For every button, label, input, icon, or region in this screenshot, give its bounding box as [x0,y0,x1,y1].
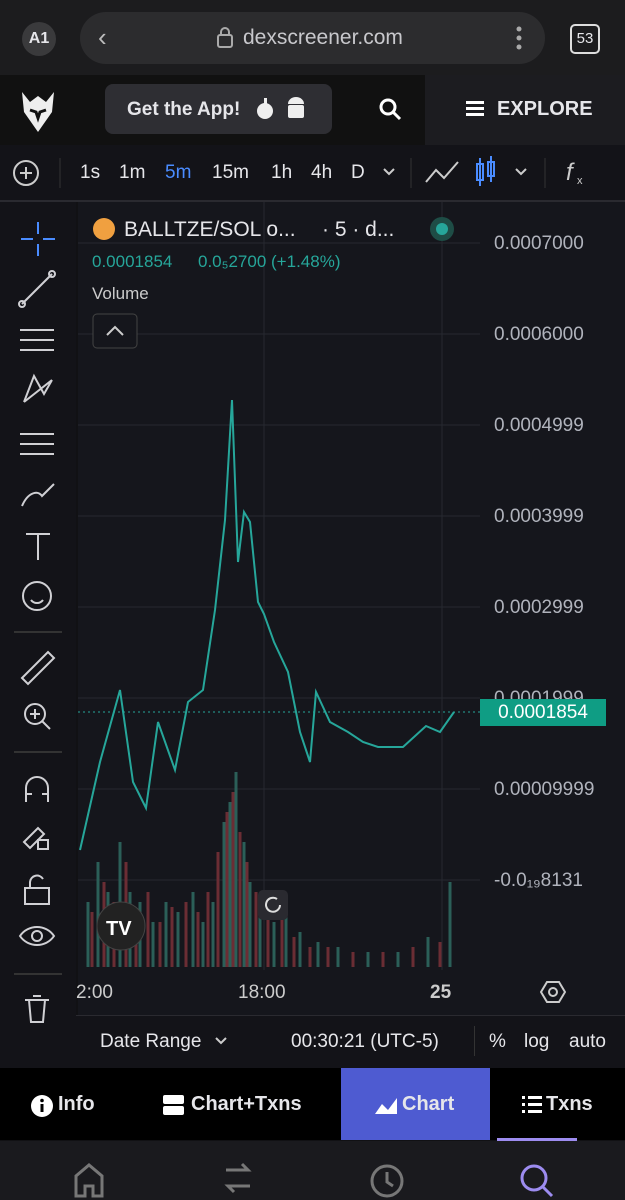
current-price-tag: 0.0001854 [480,699,606,726]
svg-text:x: x [577,175,583,187]
pair-meta: · 5 · d... [322,218,395,241]
price-tick: 0.0002999 [494,597,584,618]
timeframe[interactable]: 1s [80,162,101,183]
date-range[interactable]: Date Range [100,1031,202,1052]
tab-chart[interactable]: Chart [402,1093,455,1115]
get-app-label: Get the App! [127,99,241,120]
explore-button[interactable] [425,75,625,145]
lock-icon [217,27,233,48]
chart-graphics: TV [78,202,480,970]
price-tick: 0.0004999 [494,415,584,436]
tab-chart-txns[interactable]: Chart+Txns [191,1093,302,1115]
nav-bar [0,1141,625,1200]
logo[interactable] [18,88,58,134]
pair-name: BALLTZE/SOL o... [124,218,296,241]
price-tick: -0.0₁₉8131 [494,870,583,891]
auto-toggle[interactable]: auto [569,1031,606,1052]
price: 0.0001854 [92,252,173,271]
tool-icons [14,222,62,1023]
svg-text:f: f [566,159,575,186]
settings-icon[interactable] [540,980,566,1004]
nav-icons[interactable] [0,1156,625,1200]
store-icons [257,97,304,119]
time-tick: 25 [430,982,452,1003]
url[interactable]: dexscreener.com [243,26,403,49]
chart-pane [78,202,480,970]
percent-toggle[interactable]: % [489,1031,506,1052]
explore-label: EXPLORE [497,98,593,120]
price-change: 0.0₅2700 (+1.48%) [198,252,341,271]
chevron [215,1037,227,1045]
back[interactable]: ‹ [98,22,107,52]
tab-txns[interactable]: Txns [546,1093,593,1115]
timeframe[interactable]: 4h [311,162,333,183]
timeframe[interactable]: 1h [271,162,293,183]
timeframe-active[interactable]: 5m [165,162,192,183]
tab-count[interactable]: 53 [570,24,600,54]
tab-info[interactable]: Info [58,1093,95,1115]
url-field[interactable] [80,12,545,64]
chart-icon [375,1098,397,1114]
price-axis [480,202,625,970]
chart-txns-icon [163,1095,184,1115]
tab-indicator [497,1138,577,1141]
timeframe[interactable]: D [351,162,365,183]
info-icon [31,1095,53,1117]
price-tick: 0.0006000 [494,324,584,345]
add-indicator[interactable] [12,159,40,187]
chart-bottom-bar [76,1015,625,1069]
list-icon [522,1096,542,1113]
divider [474,1026,475,1056]
volume-label: Volume [92,284,149,303]
price-tick: 0.00009999 [494,779,595,800]
tab-active-bg [341,1068,490,1140]
timeframe[interactable]: 15m [212,162,249,183]
hamburger [466,101,484,116]
time-axis [78,970,625,1015]
profile[interactable]: A1 [22,22,56,56]
time-tick: 2:00 [76,982,113,1003]
price-tick: 0.0007000 [494,233,584,254]
time-tick: 18:00 [238,982,286,1003]
tab-bar [0,1068,625,1140]
search-icon[interactable] [378,97,404,123]
timeframe[interactable]: 1m [119,162,146,183]
menu-dots[interactable] [515,25,523,51]
svg-text:TV: TV [106,918,132,940]
price-tick: 0.0003999 [494,506,584,527]
log-toggle[interactable]: log [524,1031,550,1052]
drawing-tools [0,202,76,1068]
clock: 00:30:21 (UTC-5) [291,1031,439,1052]
